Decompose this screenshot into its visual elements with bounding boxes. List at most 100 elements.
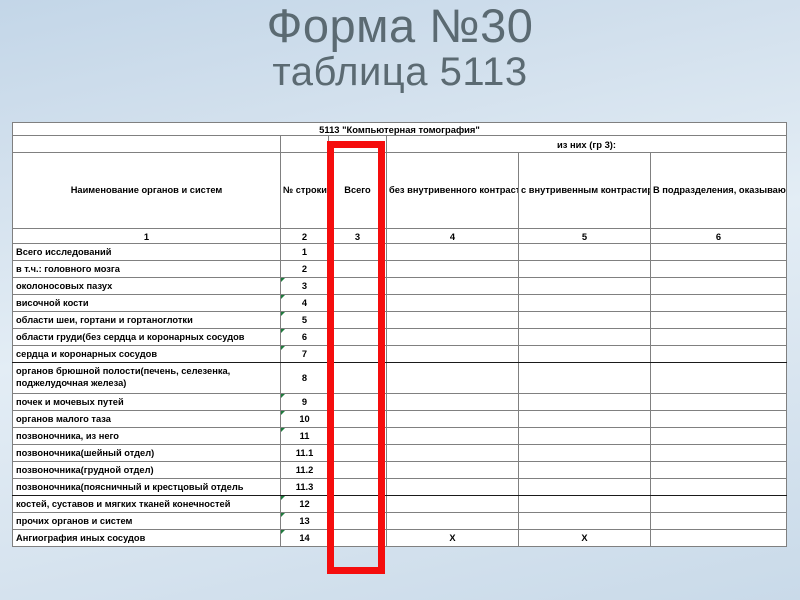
cell-without-contrast[interactable] — [386, 243, 519, 261]
table-row[interactable]: околоносовых пазух 3 — [12, 277, 788, 295]
row-label-cell[interactable]: Ангиография иных сосудов — [12, 529, 281, 547]
cell-outpatient[interactable] — [649, 495, 788, 513]
row-number-cell[interactable]: 7 — [280, 345, 329, 363]
row-label-cell[interactable]: в т.ч.: головного мозга — [12, 260, 281, 278]
row-number-cell[interactable]: 12 — [280, 495, 329, 513]
row-number-cell[interactable]: 3 — [280, 277, 329, 295]
table-row[interactable]: почек и мочевых путей 9 — [12, 393, 788, 411]
row-label-cell[interactable]: области груди(без сердца и коронарных со… — [12, 328, 281, 346]
cell-with-contrast[interactable] — [518, 362, 651, 394]
table-row[interactable]: позвоночника(поясничный и крестцовый отд… — [12, 478, 788, 496]
row-label-cell[interactable]: сердца и коронарных сосудов — [12, 345, 281, 363]
cell-total[interactable] — [328, 328, 387, 346]
cell-without-contrast[interactable] — [386, 478, 519, 496]
row-label-cell[interactable]: околоносовых пазух — [12, 277, 281, 295]
row-label-cell[interactable]: органов малого таза — [12, 410, 281, 428]
cell-with-contrast[interactable] — [518, 444, 651, 462]
row-number-cell[interactable]: 11.2 — [280, 461, 329, 479]
row-label-cell[interactable]: почек и мочевых путей — [12, 393, 281, 411]
table-row[interactable]: в т.ч.: головного мозга 2 — [12, 260, 788, 278]
cell-without-contrast[interactable] — [386, 362, 519, 394]
row-label-cell[interactable]: прочих органов и систем — [12, 512, 281, 530]
row-label-cell[interactable]: костей, суставов и мягких тканей конечно… — [12, 495, 281, 513]
cell-total[interactable] — [328, 243, 387, 261]
cell-outpatient[interactable] — [649, 427, 788, 445]
cell-total[interactable] — [328, 260, 387, 278]
cell-with-contrast[interactable] — [518, 427, 651, 445]
cell-without-contrast[interactable]: X — [386, 529, 519, 547]
row-label-cell[interactable]: Всего исследований — [12, 243, 281, 261]
cell-outpatient[interactable] — [649, 529, 788, 547]
cell-without-contrast[interactable] — [386, 512, 519, 530]
cell-total[interactable] — [328, 427, 387, 445]
row-number-cell[interactable]: 9 — [280, 393, 329, 411]
table-row[interactable]: позвоночника, из него 11 — [12, 427, 788, 445]
row-number-cell[interactable]: 11.1 — [280, 444, 329, 462]
cell-without-contrast[interactable] — [386, 277, 519, 295]
cell-outpatient[interactable] — [649, 444, 788, 462]
row-label-cell[interactable]: области шеи, гортани и гортаноглотки — [12, 311, 281, 329]
row-number-cell[interactable]: 11 — [280, 427, 329, 445]
cell-total[interactable] — [328, 461, 387, 479]
cell-outpatient[interactable] — [649, 311, 788, 329]
cell-without-contrast[interactable] — [386, 461, 519, 479]
cell-total[interactable] — [328, 495, 387, 513]
cell-without-contrast[interactable] — [386, 495, 519, 513]
cell-with-contrast[interactable] — [518, 243, 651, 261]
cell-with-contrast[interactable]: X — [518, 529, 651, 547]
cell-outpatient[interactable] — [649, 243, 788, 261]
table-row[interactable]: костей, суставов и мягких тканей конечно… — [12, 495, 788, 513]
cell-with-contrast[interactable] — [518, 260, 651, 278]
row-label-cell[interactable]: позвоночника, из него — [12, 427, 281, 445]
table-row[interactable]: области шеи, гортани и гортаноглотки 5 — [12, 311, 788, 329]
cell-without-contrast[interactable] — [386, 427, 519, 445]
cell-total[interactable] — [328, 393, 387, 411]
row-label-cell[interactable]: позвоночника(поясничный и крестцовый отд… — [12, 478, 281, 496]
row-number-cell[interactable]: 1 — [280, 243, 329, 261]
cell-total[interactable] — [328, 294, 387, 312]
cell-with-contrast[interactable] — [518, 277, 651, 295]
row-number-cell[interactable]: 11.3 — [280, 478, 329, 496]
row-number-cell[interactable]: 4 — [280, 294, 329, 312]
row-number-cell[interactable]: 8 — [280, 362, 329, 394]
row-label-cell[interactable]: позвоночника(шейный отдел) — [12, 444, 281, 462]
cell-with-contrast[interactable] — [518, 393, 651, 411]
cell-outpatient[interactable] — [649, 277, 788, 295]
cell-outpatient[interactable] — [649, 478, 788, 496]
cell-outpatient[interactable] — [649, 461, 788, 479]
cell-with-contrast[interactable] — [518, 345, 651, 363]
cell-with-contrast[interactable] — [518, 495, 651, 513]
cell-with-contrast[interactable] — [518, 512, 651, 530]
table-row[interactable]: органов брюшной полости(печень, селезенк… — [12, 362, 788, 394]
row-number-cell[interactable]: 5 — [280, 311, 329, 329]
table-row[interactable]: височной кости 4 — [12, 294, 788, 312]
table-row[interactable]: позвоночника(грудной отдел) 11.2 — [12, 461, 788, 479]
cell-without-contrast[interactable] — [386, 410, 519, 428]
cell-without-contrast[interactable] — [386, 345, 519, 363]
row-label-cell[interactable]: органов брюшной полости(печень, селезенк… — [12, 362, 281, 394]
row-number-cell[interactable]: 6 — [280, 328, 329, 346]
table-row[interactable]: Всего исследований 1 — [12, 243, 788, 261]
cell-total[interactable] — [328, 478, 387, 496]
cell-outpatient[interactable] — [649, 260, 788, 278]
cell-total[interactable] — [328, 512, 387, 530]
table-row[interactable]: позвоночника(шейный отдел) 11.1 — [12, 444, 788, 462]
row-number-cell[interactable]: 2 — [280, 260, 329, 278]
cell-outpatient[interactable] — [649, 345, 788, 363]
cell-outpatient[interactable] — [649, 393, 788, 411]
cell-total[interactable] — [328, 277, 387, 295]
cell-without-contrast[interactable] — [386, 444, 519, 462]
cell-with-contrast[interactable] — [518, 311, 651, 329]
cell-outpatient[interactable] — [649, 512, 788, 530]
row-label-cell[interactable]: позвоночника(грудной отдел) — [12, 461, 281, 479]
cell-without-contrast[interactable] — [386, 393, 519, 411]
table-row[interactable]: Ангиография иных сосудов 14 X X — [12, 529, 788, 547]
row-number-cell[interactable]: 14 — [280, 529, 329, 547]
cell-without-contrast[interactable] — [386, 260, 519, 278]
table-row[interactable]: области груди(без сердца и коронарных со… — [12, 328, 788, 346]
cell-with-contrast[interactable] — [518, 478, 651, 496]
cell-with-contrast[interactable] — [518, 461, 651, 479]
row-number-cell[interactable]: 10 — [280, 410, 329, 428]
table-row[interactable]: органов малого таза 10 — [12, 410, 788, 428]
cell-total[interactable] — [328, 444, 387, 462]
